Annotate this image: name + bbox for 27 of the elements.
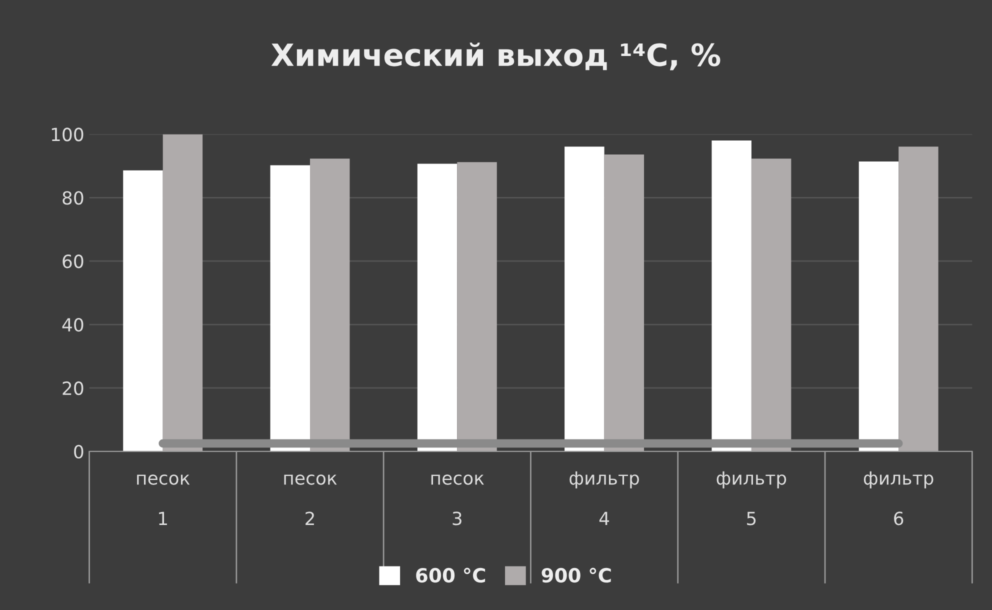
bar bbox=[604, 154, 644, 452]
bar bbox=[858, 161, 899, 452]
y-tick-label: 40 bbox=[62, 318, 84, 332]
y-tick-label: 20 bbox=[62, 381, 84, 396]
bar bbox=[162, 134, 203, 452]
category-label: песок 2 bbox=[284, 474, 337, 525]
bar bbox=[751, 158, 792, 452]
y-tick-label: 60 bbox=[62, 254, 84, 268]
y-tick-label: 100 bbox=[52, 128, 84, 142]
category-label: фильтр 6 bbox=[864, 471, 934, 526]
category-label: фильтр 4 bbox=[570, 471, 639, 525]
bar bbox=[270, 165, 310, 452]
legend-label: 600 °C bbox=[416, 568, 486, 583]
bar bbox=[417, 164, 458, 452]
category-label: песок 1 bbox=[137, 474, 190, 525]
bar bbox=[712, 140, 752, 452]
bar bbox=[457, 162, 497, 452]
y-tick-label: 0 bbox=[74, 444, 84, 459]
category-label: песок 3 bbox=[431, 474, 484, 526]
bar bbox=[123, 170, 163, 452]
bar bbox=[898, 146, 938, 452]
category-label: фильтр 5 bbox=[716, 471, 786, 526]
bar bbox=[310, 158, 350, 452]
y-tick-label: 80 bbox=[62, 191, 84, 205]
bar bbox=[564, 146, 604, 452]
legend-label: 900 °C bbox=[542, 568, 611, 583]
chart-title: Химический выход ¹⁴C, % bbox=[271, 42, 720, 70]
